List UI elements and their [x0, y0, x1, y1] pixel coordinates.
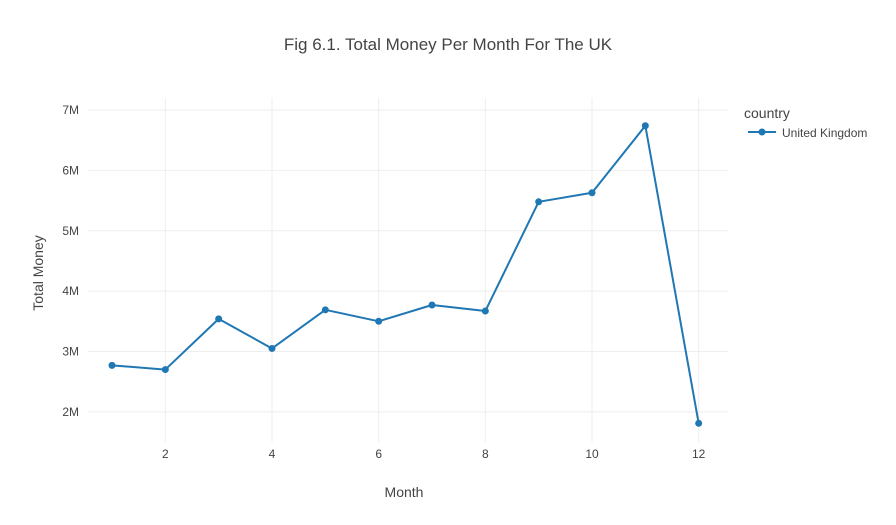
- data-point[interactable]: [215, 315, 223, 323]
- data-point[interactable]: [108, 361, 116, 369]
- y-tick-label: 4M: [62, 284, 79, 298]
- legend-title: country: [744, 105, 790, 121]
- data-point[interactable]: [268, 344, 276, 352]
- series-layer: [108, 122, 703, 427]
- data-point[interactable]: [321, 306, 329, 314]
- y-tick-label: 6M: [62, 163, 79, 177]
- data-point[interactable]: [695, 419, 703, 427]
- data-point[interactable]: [161, 366, 169, 374]
- x-tick-label: 8: [482, 447, 489, 461]
- x-tick-label: 2: [162, 447, 169, 461]
- x-tick-label: 10: [585, 447, 599, 461]
- series-line-united-kingdom: [111, 124, 700, 424]
- legend[interactable]: country United Kingdom: [744, 105, 867, 140]
- y-tick-label: 3M: [62, 344, 79, 358]
- x-tick-label: 12: [692, 447, 706, 461]
- y-gridlines: [88, 109, 728, 413]
- x-tick-label: 6: [375, 447, 382, 461]
- x-axis-ticks: 2 4 6 8 10 12: [162, 447, 706, 461]
- x-gridlines: [164, 98, 700, 442]
- y-tick-label: 7M: [62, 103, 79, 117]
- data-point[interactable]: [481, 307, 489, 315]
- data-point[interactable]: [588, 189, 596, 197]
- legend-point-marker: [758, 128, 766, 136]
- y-tick-label: 5M: [62, 224, 79, 238]
- data-point[interactable]: [428, 301, 436, 309]
- y-axis-title: Total Money: [30, 235, 46, 310]
- chart-title: Fig 6.1. Total Money Per Month For The U…: [284, 35, 613, 54]
- y-axis-ticks: 2M 3M 4M 5M 6M 7M: [62, 103, 79, 419]
- x-tick-label: 4: [269, 447, 276, 461]
- legend-item-united-kingdom[interactable]: United Kingdom: [782, 126, 867, 140]
- data-point[interactable]: [641, 122, 649, 130]
- data-point[interactable]: [535, 198, 543, 206]
- y-tick-label: 2M: [62, 405, 79, 419]
- data-point[interactable]: [375, 317, 383, 325]
- x-axis-title: Month: [385, 484, 424, 500]
